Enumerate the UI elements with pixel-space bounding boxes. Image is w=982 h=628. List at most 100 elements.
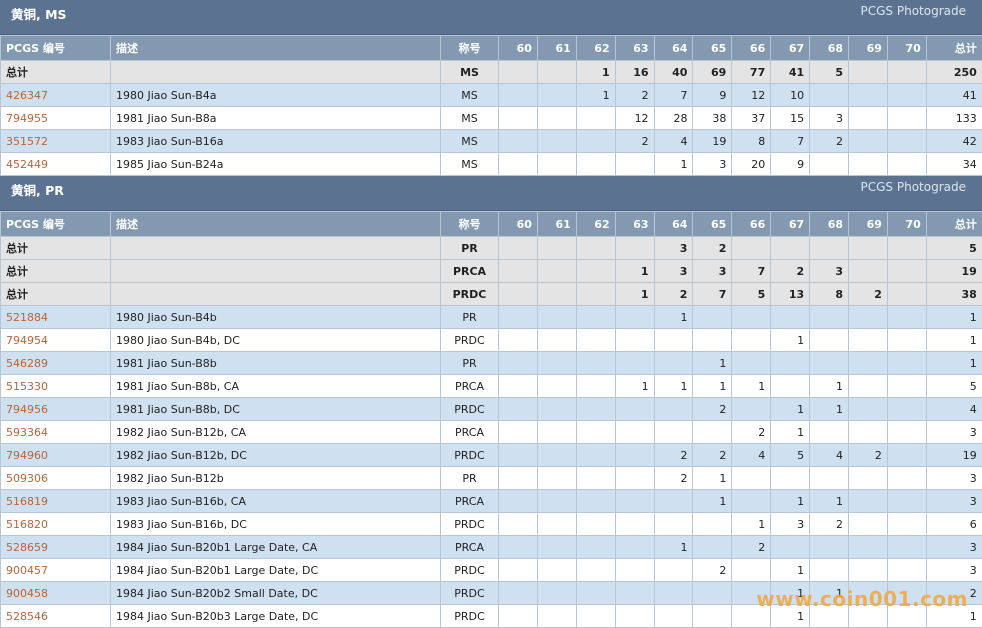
grade-66-cell <box>732 329 771 352</box>
grade-70-cell <box>887 559 926 582</box>
col-grade-65: 65 <box>693 212 732 237</box>
photograde-link[interactable]: PCGS Photograde <box>861 180 966 194</box>
pcgs-number-link[interactable]: 509306 <box>6 472 48 485</box>
total-cell: 3 <box>926 467 982 490</box>
grade-68-cell: 3 <box>810 107 849 130</box>
grade-69-cell <box>849 421 888 444</box>
col-grade-68: 68 <box>810 36 849 61</box>
grade-66-cell <box>732 352 771 375</box>
grade-60-cell <box>499 444 538 467</box>
grade-68-cell <box>810 237 849 260</box>
designation-cell: PRDC <box>441 513 499 536</box>
grade-67-cell: 2 <box>771 260 810 283</box>
grade-64-cell: 40 <box>654 61 693 84</box>
description-cell: 1983 Jiao Sun-B16b, DC <box>111 513 441 536</box>
grade-70-cell <box>887 398 926 421</box>
col-total: 总计 <box>926 36 982 61</box>
grade-70-cell <box>887 329 926 352</box>
grade-70-cell <box>887 467 926 490</box>
pcgs-number-link[interactable]: 593364 <box>6 426 48 439</box>
grade-63-cell <box>615 444 654 467</box>
designation-cell: PR <box>441 352 499 375</box>
pcgs-number-link[interactable]: 521884 <box>6 311 48 324</box>
grade-65-cell <box>693 605 732 628</box>
grade-69-cell <box>849 559 888 582</box>
col-grade-62: 62 <box>576 36 615 61</box>
col-grade-64: 64 <box>654 36 693 61</box>
grade-61-cell <box>537 513 576 536</box>
grade-64-cell <box>654 329 693 352</box>
pcgs-number-cell: 794956 <box>1 398 111 421</box>
pcgs-number-link[interactable]: 426347 <box>6 89 48 102</box>
grade-64-cell <box>654 513 693 536</box>
grade-64-cell <box>654 559 693 582</box>
description-cell <box>111 61 441 84</box>
designation-cell: PRDC <box>441 605 499 628</box>
grade-60-cell <box>499 61 538 84</box>
grade-69-cell <box>849 306 888 329</box>
grade-64-cell <box>654 398 693 421</box>
description-cell: 1985 Jiao Sun-B24a <box>111 153 441 176</box>
pcgs-number-link[interactable]: 794955 <box>6 112 48 125</box>
grade-68-cell: 1 <box>810 398 849 421</box>
grade-68-cell: 4 <box>810 444 849 467</box>
grade-61-cell <box>537 352 576 375</box>
pcgs-number-link[interactable]: 546289 <box>6 357 48 370</box>
pcgs-number-link[interactable]: 900458 <box>6 587 48 600</box>
grade-67-cell: 1 <box>771 398 810 421</box>
pcgs-number-link[interactable]: 794956 <box>6 403 48 416</box>
pcgs-number-link[interactable]: 794960 <box>6 449 48 462</box>
pcgs-number-link[interactable]: 515330 <box>6 380 48 393</box>
grade-63-cell: 1 <box>615 260 654 283</box>
grade-64-cell: 2 <box>654 467 693 490</box>
grade-62-cell <box>576 260 615 283</box>
grade-65-cell <box>693 536 732 559</box>
pcgs-number-link[interactable]: 900457 <box>6 564 48 577</box>
grade-70-cell <box>887 444 926 467</box>
grade-60-cell <box>499 260 538 283</box>
grade-62-cell <box>576 536 615 559</box>
grade-66-cell <box>732 490 771 513</box>
grade-69-cell <box>849 107 888 130</box>
grade-64-cell <box>654 352 693 375</box>
grade-63-cell <box>615 467 654 490</box>
grade-66-cell: 7 <box>732 260 771 283</box>
col-grade-67: 67 <box>771 36 810 61</box>
photograde-link[interactable]: PCGS Photograde <box>861 4 966 18</box>
grade-63-cell: 2 <box>615 84 654 107</box>
grade-64-cell <box>654 605 693 628</box>
description-cell: 1983 Jiao Sun-B16b, CA <box>111 490 441 513</box>
pcgs-number-link[interactable]: 528659 <box>6 541 48 554</box>
grade-67-cell <box>771 237 810 260</box>
pcgs-number-link[interactable]: 528546 <box>6 610 48 623</box>
pcgs-number-link[interactable]: 452449 <box>6 158 48 171</box>
pcgs-number-link[interactable]: 351572 <box>6 135 48 148</box>
description-cell: 1982 Jiao Sun-B12b, CA <box>111 421 441 444</box>
grade-70-cell <box>887 153 926 176</box>
grade-70-cell <box>887 61 926 84</box>
grade-65-cell: 1 <box>693 467 732 490</box>
pcgs-number-link[interactable]: 516820 <box>6 518 48 531</box>
grade-67-cell <box>771 536 810 559</box>
grade-70-cell <box>887 375 926 398</box>
pcgs-number-link[interactable]: 516819 <box>6 495 48 508</box>
total-cell: 42 <box>926 130 982 153</box>
grade-70-cell <box>887 283 926 306</box>
col-grade-63: 63 <box>615 36 654 61</box>
grade-65-cell: 7 <box>693 283 732 306</box>
grade-60-cell <box>499 490 538 513</box>
pcgs-number-link[interactable]: 794954 <box>6 334 48 347</box>
col-total: 总计 <box>926 212 982 237</box>
grade-60-cell <box>499 107 538 130</box>
col-grade-62: 62 <box>576 212 615 237</box>
grade-63-cell <box>615 559 654 582</box>
total-cell: 1 <box>926 352 982 375</box>
grade-63-cell: 12 <box>615 107 654 130</box>
